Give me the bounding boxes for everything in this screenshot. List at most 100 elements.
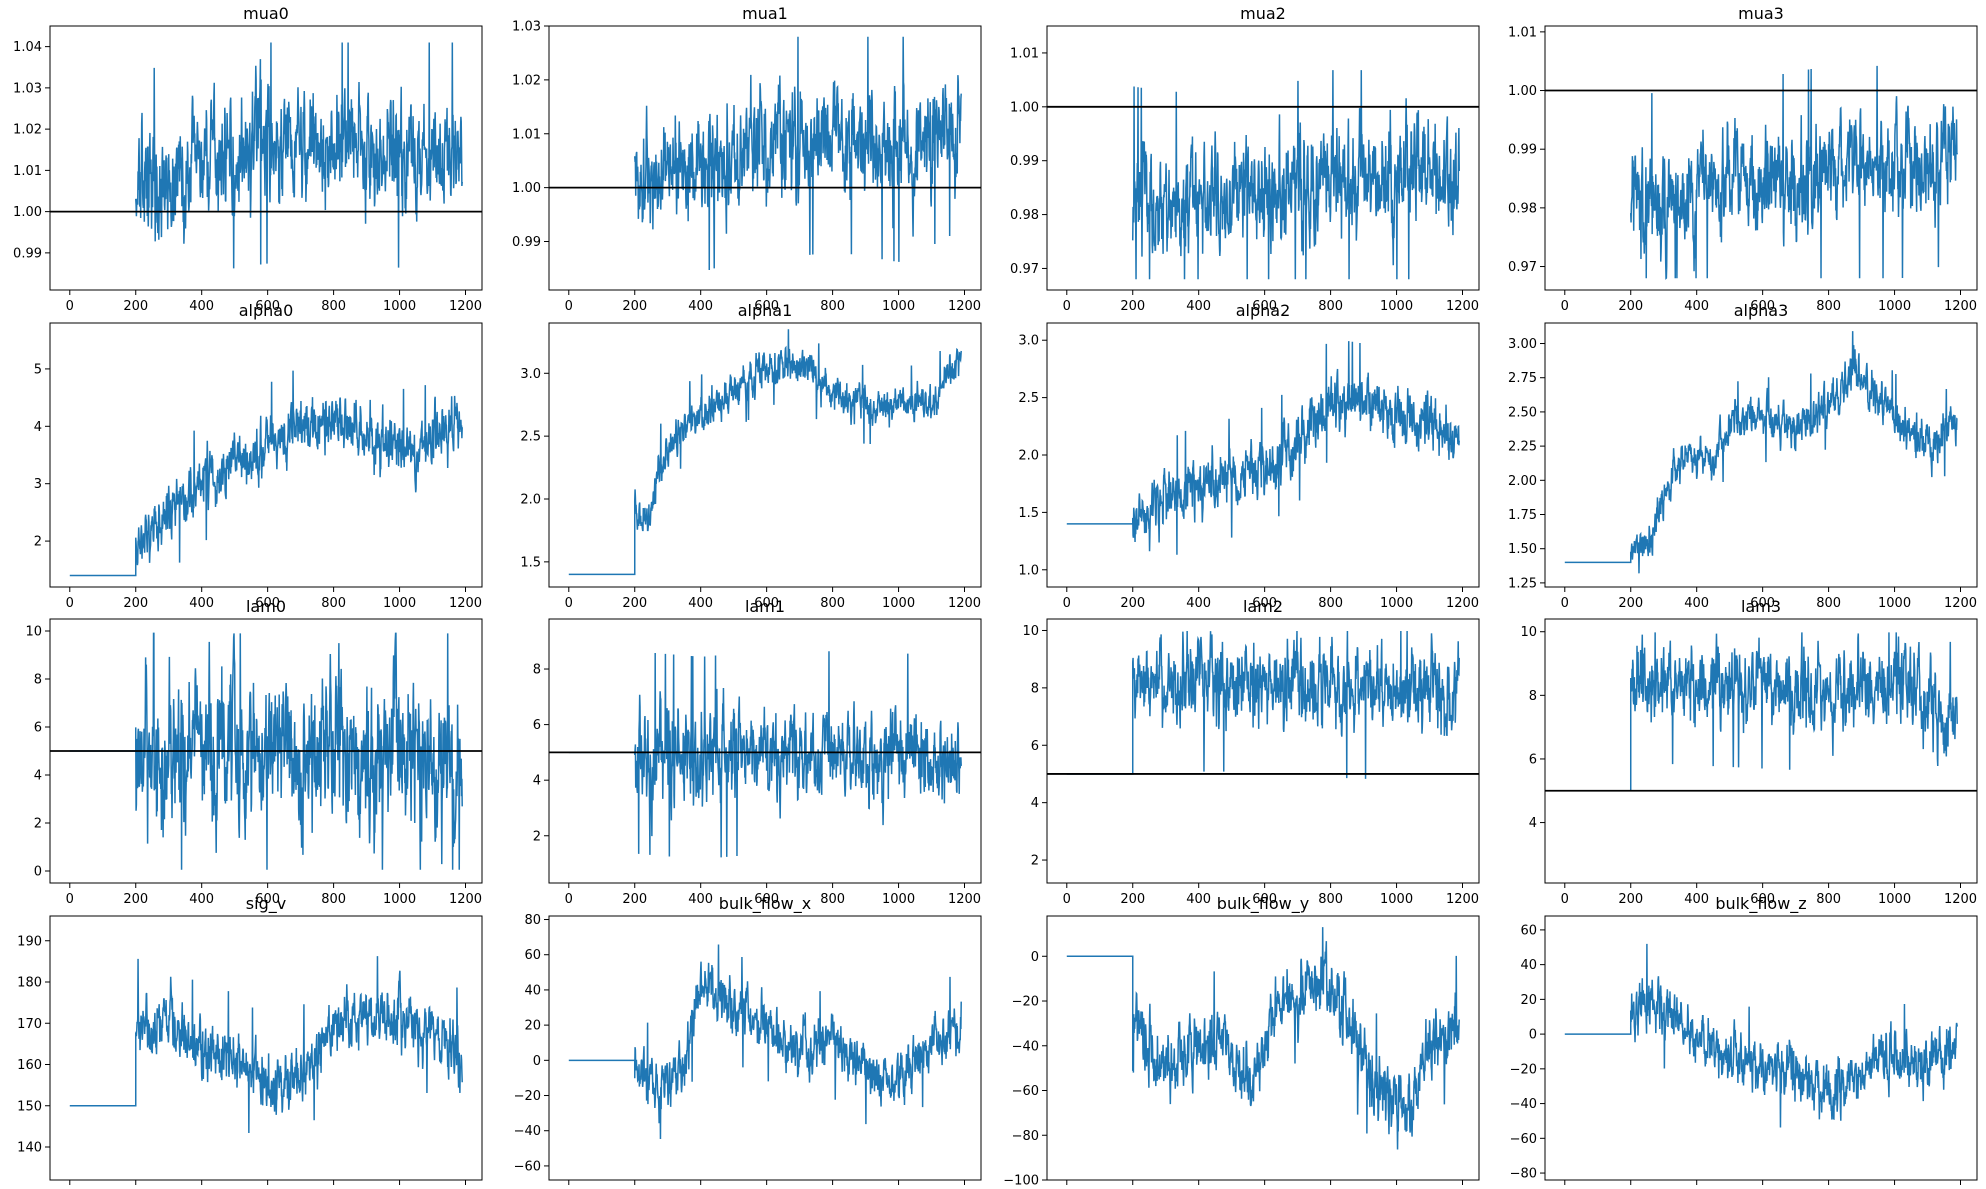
trace-panel-mua2: mua2 0 200 400 600 800 1000 1200 0.97 0.98 0.99 1.0… — [1010, 4, 1480, 314]
y-tick-label: 8 — [34, 673, 42, 688]
x-tick-label: 200 — [622, 596, 647, 611]
y-tick-label: −40 — [1510, 1097, 1537, 1112]
trace-panel-lam0: lam0 0 200 400 600 800 1000 1200 0 2 4 6 8 10 — [25, 597, 483, 907]
x-tick-label: 0 — [565, 892, 573, 907]
x-tick-label: 1200 — [948, 596, 981, 611]
x-tick-label: 400 — [1684, 892, 1709, 907]
panel-title: bulk_flow_x — [719, 894, 811, 914]
y-tick-label: 10 — [1520, 625, 1537, 640]
x-tick-label: 600 — [1252, 299, 1277, 314]
trace-panel-lam1: lam1 0 200 400 600 800 1000 1200 2 4 6 8 — [533, 597, 982, 907]
x-tick-label: 0 — [1063, 596, 1071, 611]
trace-panel-bulk_flow_z: bulk_flow_z020040060080010001200−80−60−4… — [1510, 894, 1978, 1185]
y-tick-label: 0 — [533, 1054, 541, 1069]
trace-line-series — [69, 632, 463, 870]
x-tick-label: 0 — [1561, 596, 1569, 611]
trace-line-series — [1629, 65, 1958, 280]
y-tick-label: 4 — [34, 420, 42, 435]
y-tick-label: 0 — [34, 865, 42, 880]
axes-frame — [548, 915, 982, 1181]
panel-title: bulk_flow_z — [1715, 894, 1806, 914]
x-tick-label: 800 — [321, 892, 346, 907]
y-tick-label: 60 — [1520, 923, 1537, 938]
y-tick-label: 8 — [533, 663, 541, 678]
trace-line-series — [1066, 927, 1460, 1150]
x-tick-label: 1000 — [1380, 596, 1413, 611]
y-tick-label: −60 — [1012, 1084, 1039, 1099]
x-tick-label: 600 — [255, 299, 280, 314]
trace-line-series — [1066, 341, 1460, 555]
y-tick-label: 1.03 — [512, 20, 541, 35]
x-tick-label: 800 — [1816, 596, 1841, 611]
x-tick-label: 400 — [688, 299, 713, 314]
y-tick-label: −20 — [1012, 995, 1039, 1010]
y-tick-label: 40 — [524, 983, 541, 998]
axes-frame — [548, 618, 982, 884]
x-tick-label: 0 — [565, 596, 573, 611]
x-tick-label: 600 — [1252, 892, 1277, 907]
trace-panel-alpha3: alpha3 0 200 400 600 800 1000 1200 1.25 1.50 1.75 2… — [1508, 301, 1978, 611]
y-tick-label: 1.75 — [1508, 508, 1537, 523]
y-tick-label: 3.00 — [1508, 337, 1537, 352]
y-tick-label: 3.0 — [520, 367, 541, 382]
trace-line-series — [568, 944, 962, 1139]
y-tick-label: 2.0 — [520, 493, 541, 508]
trace-line-series — [1564, 943, 1958, 1128]
y-tick-label: 10 — [1022, 624, 1039, 639]
trace-panel-alpha0: alpha0 0 200 400 600 800 1000 1200 2 3 4 5 — [34, 301, 483, 611]
trace-line-series — [633, 36, 962, 270]
panel-title: mua1 — [742, 4, 788, 23]
y-tick-label: 4 — [1031, 796, 1039, 811]
panel-title: mua0 — [243, 4, 289, 23]
y-tick-label: 4 — [34, 769, 42, 784]
x-tick-label: 200 — [1618, 299, 1643, 314]
x-tick-label: 400 — [1684, 596, 1709, 611]
x-tick-label: 1200 — [948, 892, 981, 907]
axes-frame — [1544, 322, 1978, 588]
x-tick-label: 1200 — [1446, 596, 1479, 611]
y-tick-label: 0.99 — [512, 235, 541, 250]
x-tick-label: 800 — [1318, 596, 1343, 611]
panel-title: lam0 — [246, 597, 286, 616]
y-tick-label: 4 — [533, 774, 541, 789]
y-tick-label: 0.98 — [1010, 208, 1039, 223]
panel-title: alpha2 — [1236, 301, 1291, 320]
y-tick-label: 2.25 — [1508, 440, 1537, 455]
y-tick-label: −60 — [514, 1159, 541, 1174]
trace-line-series — [1131, 70, 1460, 280]
y-tick-label: 0.99 — [1508, 143, 1537, 158]
trace-panel-mua0: mua0 0 200 400 600 800 1000 1200 0.99 1.00 1.01 1.0… — [13, 4, 483, 314]
axes-frame — [49, 618, 483, 884]
y-tick-label: 2 — [34, 535, 42, 550]
y-tick-label: −60 — [1510, 1132, 1537, 1147]
axes-frame — [1046, 618, 1480, 884]
x-tick-label: 1200 — [1446, 892, 1479, 907]
x-tick-label: 600 — [1750, 299, 1775, 314]
x-tick-label: 400 — [189, 299, 214, 314]
trace-panel-bulk_flow_y: bulk_flow_y 0 200 400 600 800 1000 1200 −100 −80 −… — [1003, 894, 1480, 1189]
axes-frame — [49, 25, 483, 291]
trace-line-series — [568, 651, 962, 858]
x-tick-label: 1000 — [1878, 596, 1911, 611]
y-tick-label: 1.0 — [1018, 563, 1039, 578]
axes-frame — [548, 25, 982, 291]
y-tick-label: 1.01 — [1508, 25, 1537, 40]
axes-frame — [49, 322, 483, 588]
y-tick-label: 170 — [17, 1017, 42, 1032]
y-tick-label: 0.99 — [1010, 154, 1039, 169]
y-tick-label: 2.0 — [1018, 449, 1039, 464]
y-tick-label: −20 — [1510, 1062, 1537, 1077]
x-tick-label: 400 — [688, 892, 713, 907]
y-tick-label: 2 — [1031, 854, 1039, 869]
panel-title: bulk_flow_y — [1217, 894, 1309, 914]
x-tick-label: 200 — [1120, 596, 1145, 611]
y-tick-label: 0.98 — [1508, 201, 1537, 216]
y-tick-label: 1.00 — [13, 205, 42, 220]
x-tick-label: 1000 — [882, 892, 915, 907]
x-tick-label: 600 — [1750, 892, 1775, 907]
y-tick-label: 3.0 — [1018, 334, 1039, 349]
y-tick-label: 6 — [533, 718, 541, 733]
y-tick-label: 0.97 — [1508, 260, 1537, 275]
trace-panel-mua3: mua3 0 200 400 600 800 1000 1200 0.97 0.98 0.99 1.0… — [1508, 4, 1978, 314]
